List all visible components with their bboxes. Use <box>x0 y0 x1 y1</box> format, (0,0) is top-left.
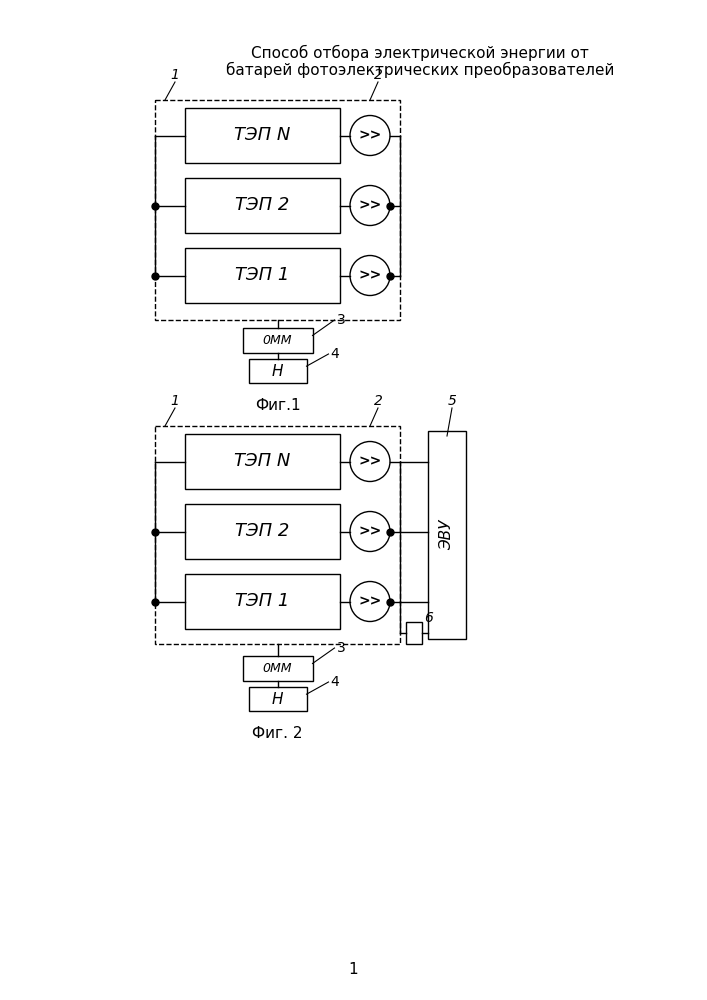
Text: Фиг. 2: Фиг. 2 <box>252 726 303 741</box>
FancyBboxPatch shape <box>428 431 466 639</box>
Text: 1: 1 <box>170 68 180 82</box>
FancyBboxPatch shape <box>248 687 307 711</box>
Text: Фиг.1: Фиг.1 <box>255 398 300 413</box>
FancyBboxPatch shape <box>185 248 340 303</box>
FancyBboxPatch shape <box>406 621 422 644</box>
Text: ΤЭП 2: ΤЭП 2 <box>235 522 290 540</box>
Text: >>: >> <box>358 454 382 468</box>
Text: ЭВУ: ЭВУ <box>440 520 455 550</box>
Text: 1: 1 <box>170 394 180 408</box>
Text: 6: 6 <box>424 610 433 624</box>
FancyBboxPatch shape <box>185 504 340 559</box>
Text: 2: 2 <box>373 68 382 82</box>
Text: >>: >> <box>358 268 382 282</box>
FancyBboxPatch shape <box>243 656 312 681</box>
FancyBboxPatch shape <box>243 328 312 353</box>
Text: >>: >> <box>358 198 382 213</box>
FancyBboxPatch shape <box>185 434 340 489</box>
Text: ΤЭП N: ΤЭП N <box>234 452 291 471</box>
FancyBboxPatch shape <box>248 359 307 383</box>
Text: 0ММ: 0ММ <box>263 662 292 675</box>
FancyBboxPatch shape <box>185 108 340 163</box>
Text: ΤЭП 1: ΤЭП 1 <box>235 592 290 610</box>
Text: 3: 3 <box>337 313 345 327</box>
Text: батарей фотоэлектрических преобразователей: батарей фотоэлектрических преобразовател… <box>226 62 614 78</box>
Text: 4: 4 <box>330 347 339 361</box>
FancyBboxPatch shape <box>185 574 340 629</box>
FancyBboxPatch shape <box>185 178 340 233</box>
Text: 4: 4 <box>330 675 339 689</box>
Text: 0ММ: 0ММ <box>263 334 292 347</box>
Text: 2: 2 <box>373 394 382 408</box>
Text: ΤЭП 1: ΤЭП 1 <box>235 266 290 284</box>
Text: Н: Н <box>271 692 284 706</box>
Text: ΤЭП N: ΤЭП N <box>234 126 291 144</box>
Text: Способ отбора электрической энергии от: Способ отбора электрической энергии от <box>251 45 589 61</box>
Text: >>: >> <box>358 128 382 142</box>
Text: 3: 3 <box>337 641 345 655</box>
Text: >>: >> <box>358 524 382 538</box>
Text: ΤЭП 2: ΤЭП 2 <box>235 196 290 215</box>
Text: Н: Н <box>271 363 284 378</box>
Text: 5: 5 <box>448 394 457 408</box>
Text: 1: 1 <box>348 962 358 978</box>
Text: >>: >> <box>358 594 382 608</box>
